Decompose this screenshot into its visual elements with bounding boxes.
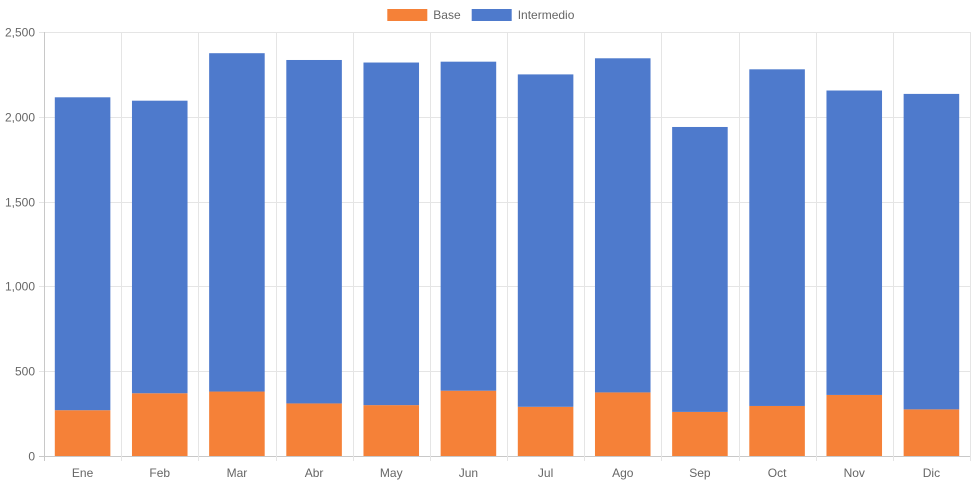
- legend-label: Base: [433, 8, 461, 22]
- bar-intermedio-jun[interactable]: [440, 61, 497, 391]
- x-tick-label: Sep: [689, 466, 711, 480]
- bar-base-nov[interactable]: [826, 394, 883, 456]
- grid-layer: [39, 32, 971, 461]
- y-tick-label: 1,000: [5, 280, 35, 294]
- bar-intermedio-may[interactable]: [363, 62, 420, 406]
- x-tick-label: May: [380, 466, 403, 480]
- y-tick-label: 0: [28, 450, 35, 464]
- bar-base-may[interactable]: [363, 405, 420, 456]
- bar-intermedio-sep[interactable]: [672, 126, 728, 412]
- x-tick-label: Oct: [768, 466, 787, 480]
- legend-swatch: [471, 9, 512, 21]
- bar-base-mar[interactable]: [209, 391, 265, 456]
- bar-base-ago[interactable]: [594, 392, 651, 456]
- bar-base-ene[interactable]: [54, 410, 111, 456]
- y-tick-label: 1,500: [5, 196, 35, 210]
- bar-base-sep[interactable]: [672, 411, 728, 456]
- bar-intermedio-dic[interactable]: [903, 93, 960, 410]
- x-tick-label: Feb: [149, 466, 170, 480]
- bar-intermedio-nov[interactable]: [826, 90, 883, 395]
- axes-layer: 0 500 1,000 1,500 2,000 2,500 Ene Feb Mar Abr May J…: [5, 26, 940, 481]
- bar-intermedio-ene[interactable]: [54, 97, 111, 411]
- legend-item-base[interactable]: Base: [387, 8, 461, 22]
- bar-intermedio-abr[interactable]: [286, 59, 342, 404]
- x-tick-label: Jul: [538, 466, 553, 480]
- x-tick-label: Dic: [923, 466, 940, 480]
- bar-intermedio-jul[interactable]: [517, 74, 574, 407]
- x-tick-label: Ago: [612, 466, 634, 480]
- x-tick-label: Ene: [72, 466, 94, 480]
- legend-swatch: [387, 9, 428, 21]
- bar-base-abr[interactable]: [286, 403, 342, 456]
- y-tick-label: 2,000: [5, 111, 35, 125]
- bars-layer: [54, 53, 960, 456]
- bar-base-feb[interactable]: [131, 393, 188, 456]
- bar-intermedio-feb[interactable]: [131, 100, 188, 394]
- x-tick-label: Mar: [227, 466, 248, 480]
- bar-base-dic[interactable]: [903, 409, 960, 456]
- x-tick-label: Jun: [459, 466, 478, 480]
- legend-item-intermedio[interactable]: Intermedio: [471, 8, 575, 22]
- legend-label: Intermedio: [518, 8, 575, 22]
- y-tick-label: 2,500: [5, 26, 35, 40]
- y-tick-label: 500: [15, 365, 35, 379]
- bar-intermedio-oct[interactable]: [749, 69, 805, 406]
- bar-base-oct[interactable]: [749, 405, 805, 456]
- bar-intermedio-ago[interactable]: [594, 58, 651, 393]
- bar-base-jul[interactable]: [517, 406, 574, 456]
- x-tick-label: Abr: [305, 466, 324, 480]
- legend: Base Intermedio: [387, 8, 575, 22]
- x-tick-label: Nov: [844, 466, 865, 480]
- bar-intermedio-mar[interactable]: [209, 53, 265, 392]
- bar-base-jun[interactable]: [440, 390, 497, 456]
